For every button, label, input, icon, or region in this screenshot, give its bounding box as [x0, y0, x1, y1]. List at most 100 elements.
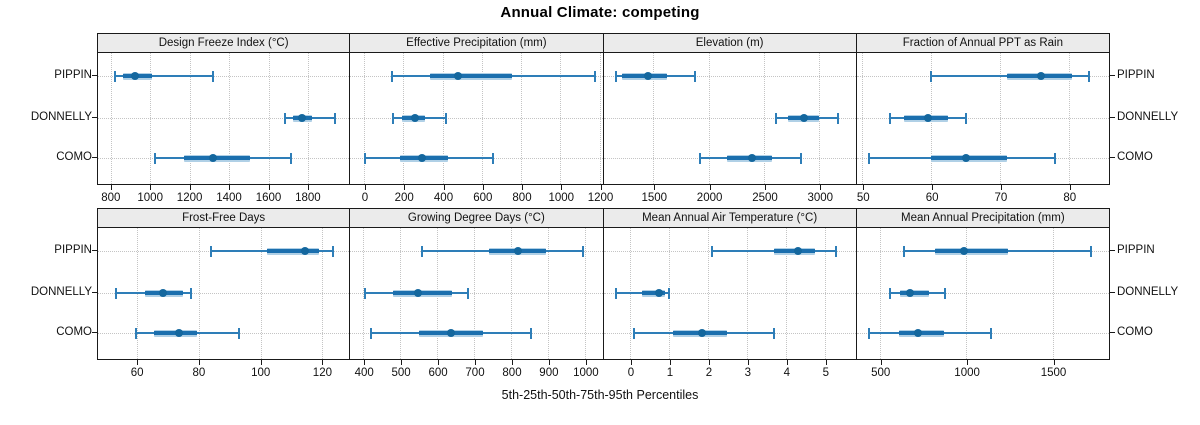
whisker-cap	[800, 153, 803, 164]
axis-tick-label: 700	[465, 367, 485, 379]
axis-tick-label: 4	[783, 367, 790, 379]
axis-tick-label: 800	[502, 367, 522, 379]
category-label-left: PIPPIN	[54, 244, 92, 256]
whisker-cap	[190, 288, 193, 299]
whisker-cap	[421, 246, 424, 257]
axis-tick	[150, 185, 152, 190]
whisker-cap	[836, 113, 839, 124]
panel-body	[98, 53, 350, 184]
axis-tick-label: 1800	[295, 192, 321, 204]
axis-tick-label: 800	[101, 192, 121, 204]
gridline-horizontal	[98, 118, 350, 119]
median-dot	[417, 154, 426, 162]
axis-tick	[585, 360, 587, 365]
category-tick-left	[92, 157, 97, 158]
category-tick-left	[92, 117, 97, 118]
whisker-cap	[1089, 246, 1092, 257]
whisker-cap	[467, 288, 470, 299]
axis-tick-label: 2	[705, 367, 713, 379]
category-tick-left	[92, 292, 97, 293]
axis-tick-label: 120	[312, 367, 332, 379]
axis-tick	[820, 185, 822, 190]
panel: Design Freeze Index (°C)	[97, 33, 351, 185]
median-dot	[447, 329, 456, 337]
axis-tick	[401, 360, 403, 365]
iqr-line-25-75	[900, 291, 929, 295]
category-label-left: PIPPIN	[54, 69, 92, 81]
whisker-cap	[902, 246, 905, 257]
category-label-right: DONNELLY	[1117, 286, 1179, 298]
axis-tick-label: 400	[354, 367, 374, 379]
panel-header: Frost-Free Days	[98, 209, 350, 228]
axis-tick	[268, 185, 270, 190]
whisker-cap	[284, 113, 287, 124]
axis-tick	[600, 185, 602, 190]
axis-tick-label: 400	[433, 192, 454, 204]
whisker-cap	[392, 113, 395, 124]
category-label-right: COMO	[1117, 326, 1153, 338]
panel-band-bottom: Frost-Free Days Growing Degree Days (°C) M…	[0, 208, 1200, 360]
axis-tick	[786, 360, 788, 365]
axis-tick	[932, 185, 934, 190]
axis-tick	[522, 185, 523, 190]
axis-tick-label: 60	[925, 192, 939, 204]
whisker-cap	[445, 113, 448, 124]
whisker-cap	[210, 246, 213, 257]
whisker-cap	[774, 113, 777, 124]
axis-tick	[438, 360, 440, 365]
panel-body	[856, 53, 1109, 184]
axis-tick-label: 1500	[641, 192, 668, 204]
gridline-horizontal	[856, 293, 1109, 294]
median-dot	[923, 114, 932, 122]
panel: Elevation (m)	[602, 33, 857, 185]
panel: Frost-Free Days	[97, 208, 351, 360]
panel: Fraction of Annual PPT as Rain	[855, 33, 1110, 185]
axis-tick-label: 80	[1063, 192, 1077, 204]
axis-tick	[364, 360, 366, 365]
axis-tick-label: 900	[539, 367, 559, 379]
whisker-cap	[114, 288, 117, 299]
whisker-cap	[694, 71, 697, 82]
panel: Effective Precipitation (mm)	[349, 33, 604, 185]
category-tick-left	[92, 75, 97, 76]
axis-tick-label: 1000	[137, 192, 163, 204]
axis-tick-label: 0	[627, 367, 635, 379]
axis-tick-label: 800	[512, 192, 532, 204]
median-dot	[413, 289, 422, 297]
axis-tick-label: 500	[391, 367, 411, 379]
axis-tick-label: 200	[394, 192, 414, 204]
whisker-cap	[710, 246, 713, 257]
whisker-cap	[868, 153, 871, 164]
whisker-cap	[889, 288, 892, 299]
panel-header: Effective Precipitation (mm)	[350, 34, 603, 53]
axis-tick-label: 600	[473, 192, 493, 204]
axis-tick	[260, 360, 262, 365]
axis-tick	[709, 185, 711, 190]
axis-tick	[747, 360, 749, 365]
whisker-cap	[943, 288, 946, 299]
axis-tick	[561, 185, 563, 190]
axis-tick	[307, 185, 309, 190]
panel-band-top: Design Freeze Index (°C) Effective Precip…	[0, 33, 1200, 185]
iqr-line-25-75	[935, 249, 1008, 253]
panel-body	[350, 228, 603, 359]
category-label-left: COMO	[56, 151, 92, 163]
whisker-cap	[1053, 153, 1056, 164]
axis-tick-label: 1500	[1040, 367, 1067, 379]
whisker-cap	[699, 153, 702, 164]
iqr-line-25-75	[429, 74, 513, 78]
axis-tick-label: 2000	[696, 192, 723, 204]
median-dot	[411, 114, 420, 122]
median-dot	[174, 329, 183, 337]
panel-header: Design Freeze Index (°C)	[98, 34, 350, 53]
whisker-cap	[888, 113, 891, 124]
axis-tick-label: 500	[871, 367, 891, 379]
median-dot	[913, 329, 922, 337]
panel-header: Fraction of Annual PPT as Rain	[856, 34, 1109, 53]
axis-tick-label: 3000	[807, 192, 834, 204]
axis-tick	[669, 360, 671, 365]
whisker-cap	[964, 113, 967, 124]
axis-tick-label: 1000	[573, 367, 599, 379]
whisker-cap	[868, 328, 871, 339]
category-label-right: PIPPIN	[1117, 244, 1155, 256]
